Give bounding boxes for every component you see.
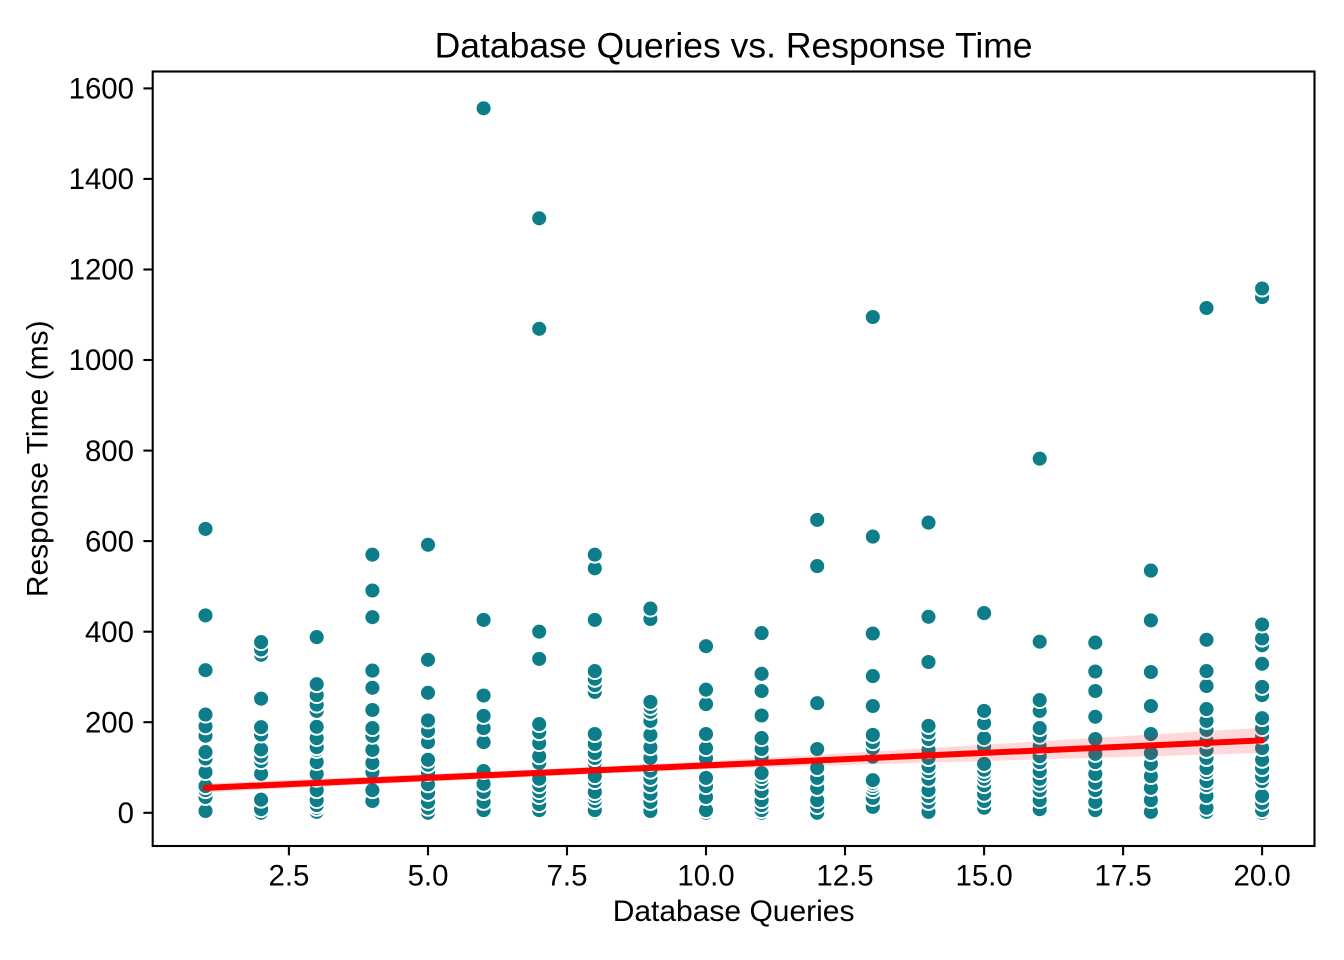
svg-text:Database Queries: Database Queries <box>613 895 855 928</box>
svg-text:7.5: 7.5 <box>547 860 588 893</box>
svg-text:12.5: 12.5 <box>816 860 873 893</box>
svg-text:Response Time (ms): Response Time (ms) <box>22 320 55 597</box>
svg-text:800: 800 <box>85 435 134 468</box>
svg-text:1600: 1600 <box>69 73 134 106</box>
svg-text:2.5: 2.5 <box>268 860 309 893</box>
svg-text:17.5: 17.5 <box>1094 860 1151 893</box>
svg-text:10.0: 10.0 <box>677 860 734 893</box>
svg-text:400: 400 <box>85 616 134 649</box>
svg-text:20.0: 20.0 <box>1233 860 1290 893</box>
svg-text:600: 600 <box>85 525 134 558</box>
svg-text:1400: 1400 <box>69 163 134 196</box>
svg-text:1000: 1000 <box>69 344 134 377</box>
svg-text:200: 200 <box>85 707 134 740</box>
svg-text:Database Queries vs. Response: Database Queries vs. Response Time <box>435 26 1033 66</box>
svg-text:15.0: 15.0 <box>955 860 1012 893</box>
svg-text:0: 0 <box>118 797 134 830</box>
svg-text:5.0: 5.0 <box>408 860 449 893</box>
svg-text:1200: 1200 <box>69 254 134 287</box>
